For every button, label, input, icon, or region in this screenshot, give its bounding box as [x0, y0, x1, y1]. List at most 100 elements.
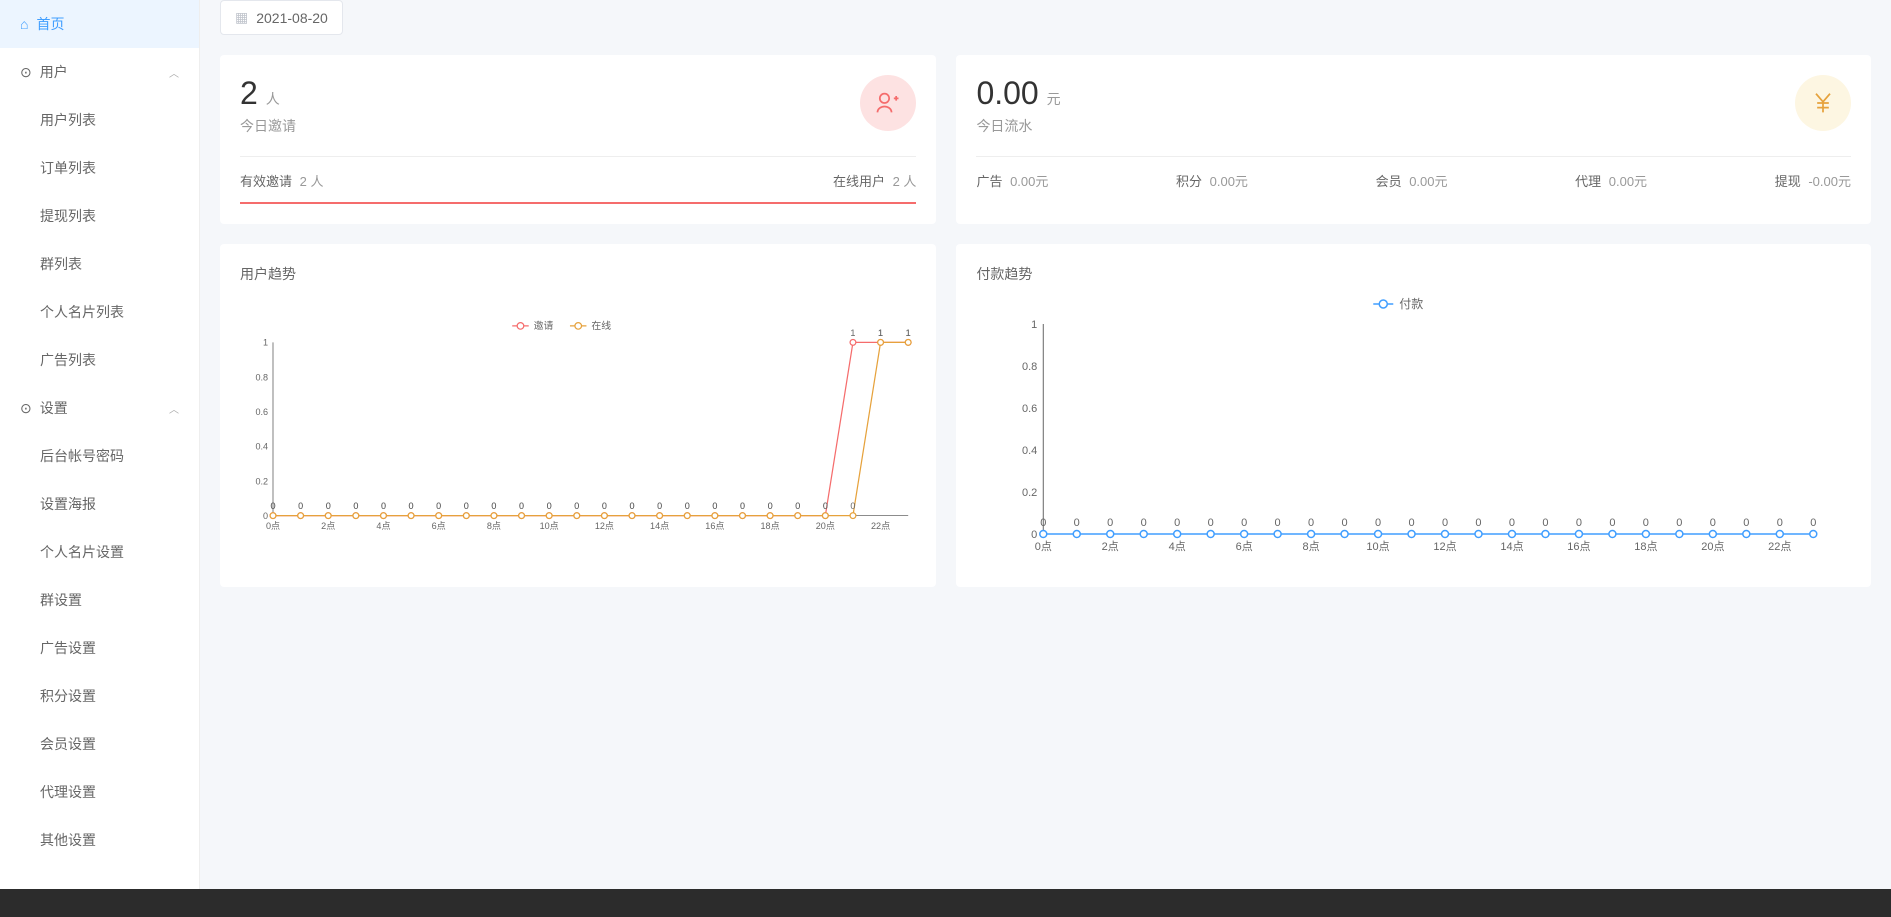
sidebar-item-settings-8[interactable]: 其他设置	[0, 816, 199, 864]
svg-text:6点: 6点	[432, 521, 446, 531]
svg-text:10点: 10点	[540, 521, 559, 531]
chevron-up-icon: ︿	[169, 65, 179, 80]
svg-text:0: 0	[768, 501, 773, 511]
sidebar-item-user-1[interactable]: 订单列表	[0, 144, 199, 192]
svg-text:0: 0	[1543, 517, 1549, 529]
money-label: 今日流水	[976, 116, 1851, 136]
sidebar-item-user-3[interactable]: 群列表	[0, 240, 199, 288]
main-content: ▦ 2021-08-20 2 人 今日邀请 有效邀请 2 人在线用户 2 人 0…	[200, 0, 1891, 917]
svg-text:0: 0	[263, 511, 268, 521]
svg-text:0.2: 0.2	[1022, 487, 1037, 499]
sidebar-group-settings[interactable]: ⊙ 设置 ︿	[0, 384, 199, 432]
svg-text:16点: 16点	[705, 521, 724, 531]
calendar-icon: ▦	[235, 9, 248, 26]
svg-text:0: 0	[1242, 517, 1248, 529]
card-user: 2 人 今日邀请 有效邀请 2 人在线用户 2 人	[220, 55, 936, 224]
sidebar-item-user-0[interactable]: 用户列表	[0, 96, 199, 144]
sidebar-item-settings-7[interactable]: 代理设置	[0, 768, 199, 816]
location-icon: ⊙	[20, 400, 32, 417]
svg-text:2点: 2点	[1102, 540, 1119, 553]
svg-text:22点: 22点	[871, 521, 890, 531]
svg-text:0: 0	[685, 501, 690, 511]
svg-text:0.8: 0.8	[255, 372, 268, 382]
pay-chart-svg: 00.20.40.60.810点2点4点6点8点10点12点14点16点18点2…	[976, 294, 1851, 564]
sidebar-item-settings-0[interactable]: 后台帐号密码	[0, 432, 199, 480]
date-picker[interactable]: ▦ 2021-08-20	[220, 0, 343, 35]
svg-text:0: 0	[1108, 517, 1114, 529]
sidebar-item-settings-4[interactable]: 广告设置	[0, 624, 199, 672]
yuan-icon	[1795, 75, 1851, 131]
svg-text:0: 0	[1141, 517, 1147, 529]
svg-text:邀请: 邀请	[534, 319, 554, 332]
svg-text:0: 0	[1308, 517, 1314, 529]
svg-text:10点: 10点	[1367, 540, 1390, 553]
user-chart-svg: 00.20.40.60.810点2点4点6点8点10点12点14点16点18点2…	[240, 294, 916, 564]
svg-text:1: 1	[850, 328, 855, 338]
svg-text:0: 0	[795, 501, 800, 511]
svg-text:0: 0	[1375, 517, 1381, 529]
svg-text:0.2: 0.2	[255, 476, 268, 486]
sidebar-item-user-2[interactable]: 提现列表	[0, 192, 199, 240]
svg-text:0: 0	[1041, 517, 1047, 529]
svg-text:0: 0	[1811, 517, 1817, 529]
stat-item: 积分 0.00元	[1176, 171, 1248, 190]
svg-text:0: 0	[574, 501, 579, 511]
svg-text:0: 0	[464, 501, 469, 511]
sidebar-item-settings-1[interactable]: 设置海报	[0, 480, 199, 528]
stat-item: 有效邀请 2 人	[240, 171, 323, 190]
stat-item: 提现 -0.00元	[1775, 171, 1851, 190]
money-value: 0.00	[976, 75, 1038, 111]
svg-text:0: 0	[1710, 517, 1716, 529]
svg-text:0: 0	[657, 501, 662, 511]
svg-text:0.6: 0.6	[1022, 403, 1037, 415]
svg-text:0: 0	[270, 501, 275, 511]
svg-text:0: 0	[1744, 517, 1750, 529]
sidebar-item-home[interactable]: ⌂ 首页	[0, 0, 199, 48]
svg-text:0: 0	[1442, 517, 1448, 529]
svg-text:0: 0	[409, 501, 414, 511]
location-icon: ⊙	[20, 64, 32, 81]
svg-text:0: 0	[353, 501, 358, 511]
chart-user-trend: 用户趋势 00.20.40.60.810点2点4点6点8点10点12点14点16…	[220, 244, 936, 587]
svg-text:0: 0	[1275, 517, 1281, 529]
svg-text:0.4: 0.4	[255, 442, 268, 452]
svg-text:1: 1	[878, 328, 883, 338]
svg-text:1: 1	[1032, 319, 1038, 331]
svg-text:1: 1	[906, 328, 911, 338]
svg-text:0: 0	[850, 501, 855, 511]
svg-text:0: 0	[436, 501, 441, 511]
svg-text:0: 0	[823, 501, 828, 511]
svg-text:6点: 6点	[1236, 540, 1253, 553]
sidebar-item-settings-3[interactable]: 群设置	[0, 576, 199, 624]
stat-item: 代理 0.00元	[1575, 171, 1647, 190]
svg-text:0.6: 0.6	[255, 407, 268, 417]
svg-text:2点: 2点	[321, 521, 335, 531]
home-icon: ⌂	[20, 16, 28, 32]
chart-pay-trend: 付款趋势 00.20.40.60.810点2点4点6点8点10点12点14点16…	[956, 244, 1871, 587]
sidebar-group-user[interactable]: ⊙ 用户 ︿	[0, 48, 199, 96]
svg-text:0: 0	[629, 501, 634, 511]
svg-text:0: 0	[1208, 517, 1214, 529]
svg-text:18点: 18点	[1635, 540, 1658, 553]
svg-text:在线: 在线	[591, 319, 611, 332]
sidebar-settings-group-label: 设置	[40, 398, 68, 418]
svg-text:0: 0	[491, 501, 496, 511]
sidebar-item-settings-2[interactable]: 个人名片设置	[0, 528, 199, 576]
svg-text:0: 0	[1509, 517, 1515, 529]
svg-text:0: 0	[1677, 517, 1683, 529]
user-unit: 人	[266, 91, 280, 107]
svg-text:12点: 12点	[595, 521, 614, 531]
svg-text:14点: 14点	[650, 521, 669, 531]
sidebar-item-user-4[interactable]: 个人名片列表	[0, 288, 199, 336]
chevron-up-icon: ︿	[169, 401, 179, 416]
sidebar: ⌂ 首页 ⊙ 用户 ︿ 用户列表订单列表提现列表群列表个人名片列表广告列表 ⊙ …	[0, 0, 200, 917]
svg-text:0: 0	[1175, 517, 1181, 529]
sidebar-item-user-5[interactable]: 广告列表	[0, 336, 199, 384]
user-count: 2	[240, 75, 258, 111]
sidebar-item-settings-5[interactable]: 积分设置	[0, 672, 199, 720]
stat-item: 会员 0.00元	[1376, 171, 1448, 190]
sidebar-home-label: 首页	[36, 14, 64, 34]
svg-text:14点: 14点	[1501, 540, 1524, 553]
svg-text:4点: 4点	[1169, 540, 1186, 553]
sidebar-item-settings-6[interactable]: 会员设置	[0, 720, 199, 768]
